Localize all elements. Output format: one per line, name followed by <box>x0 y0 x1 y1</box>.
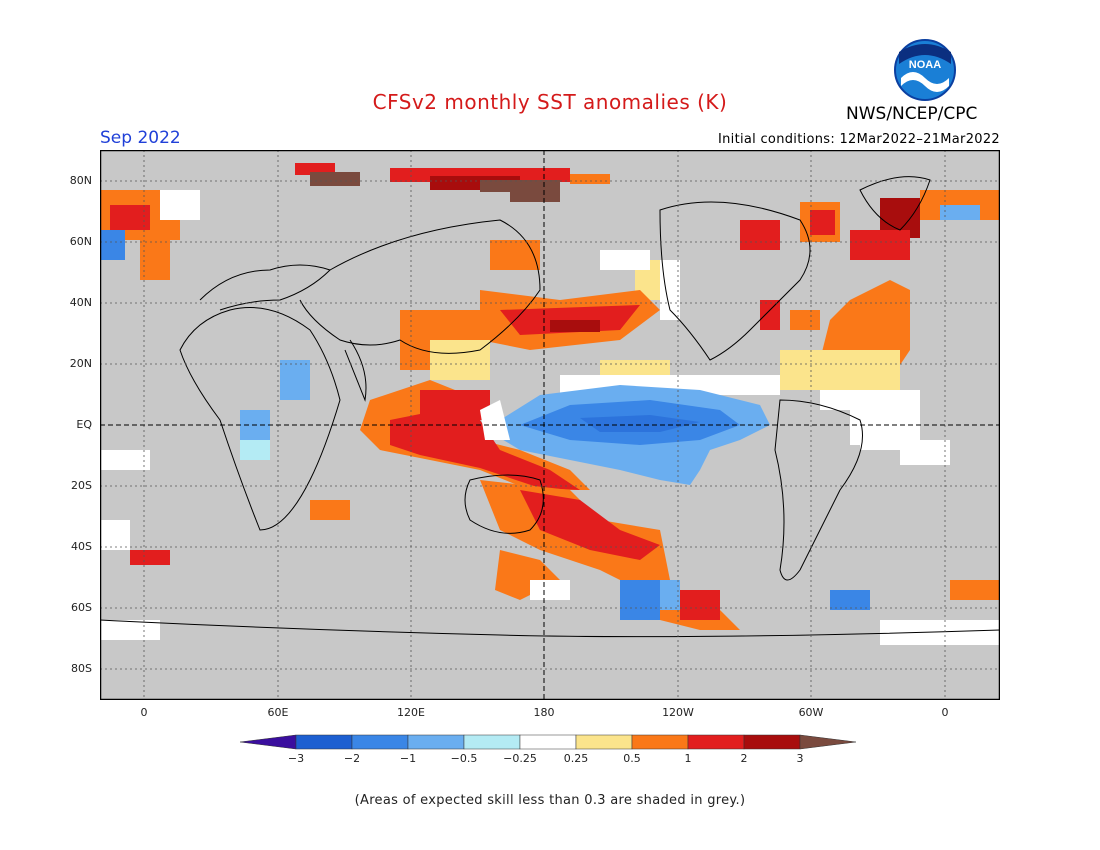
colorbar-tick-label: −1 <box>399 752 417 765</box>
lat-label-80s: 80S <box>71 662 92 675</box>
colorbar-segment-1 <box>295 734 353 750</box>
colorbar-segment-9 <box>743 734 801 750</box>
north-pacific-anomaly <box>480 250 780 395</box>
lon-label-180: 180 <box>533 706 555 719</box>
colorbar-tick-label: −0.25 <box>503 752 537 765</box>
colorbar-segment-0 <box>240 734 297 750</box>
arctic-anomalies <box>295 163 610 202</box>
svg-text:NOAA: NOAA <box>909 59 941 71</box>
lat-label-40s: 40S <box>71 540 92 553</box>
skill-footnote: (Areas of expected skill less than 0.3 a… <box>354 793 746 808</box>
colorbar-tick-label: 0.25 <box>563 752 589 765</box>
lat-label-60s: 60S <box>71 601 92 614</box>
map-frame <box>100 150 1000 700</box>
lon-label-120w: 120W <box>662 706 694 719</box>
north-atlantic-anomalies <box>100 190 1000 280</box>
colorbar-segment-5 <box>519 734 577 750</box>
scattered-anomalies <box>100 360 1000 645</box>
colorbar-segment-4 <box>463 734 521 750</box>
colorbar-segment-10 <box>799 734 857 750</box>
colorbar-tick-label: −3 <box>287 752 305 765</box>
initial-conditions-label: Initial conditions: 12Mar2022–21Mar2022 <box>717 132 1000 147</box>
colorbar-tick-label: 0.5 <box>623 752 641 765</box>
colorbar-tick-label: 2 <box>740 752 748 765</box>
colorbar-tick-label: −2 <box>343 752 361 765</box>
lat-label-80n: 80N <box>69 174 92 187</box>
lat-label-20n: 20N <box>69 357 92 370</box>
colorbar-segment-7 <box>631 734 689 750</box>
maritime-continent-anomaly <box>360 240 590 490</box>
coastlines <box>100 176 1000 638</box>
lon-label-60e: 60E <box>267 706 289 719</box>
colorbar-segment-6 <box>575 734 633 750</box>
lat-label-eq: EQ <box>76 418 92 431</box>
la-nina-cold-tongue <box>480 385 770 485</box>
lon-label-120e: 120E <box>397 706 425 719</box>
colorbar-tick-label: 3 <box>796 752 804 765</box>
colorbar <box>240 734 857 750</box>
lon-label-0: 0 <box>140 706 148 719</box>
colorbar-tick-label: 1 <box>684 752 692 765</box>
lat-label-40n: 40N <box>69 296 92 309</box>
lat-label-60n: 60N <box>69 235 92 248</box>
colorbar-segment-3 <box>407 734 465 750</box>
lon-label-0-east: 0 <box>941 706 949 719</box>
colorbar-segment-2 <box>351 734 409 750</box>
chart-title: CFSv2 monthly SST anomalies (K) <box>372 90 728 114</box>
colorbar-tick-label: −0.5 <box>450 752 478 765</box>
agency-label: NWS/NCEP/CPC <box>846 104 978 124</box>
lon-label-60w: 60W <box>798 706 824 719</box>
target-month-label: Sep 2022 <box>100 128 181 148</box>
lat-label-20s: 20S <box>71 479 92 492</box>
noaa-logo-icon: NOAA <box>894 39 956 101</box>
colorbar-segment-8 <box>687 734 745 750</box>
sst-anomaly-map <box>100 150 1000 700</box>
